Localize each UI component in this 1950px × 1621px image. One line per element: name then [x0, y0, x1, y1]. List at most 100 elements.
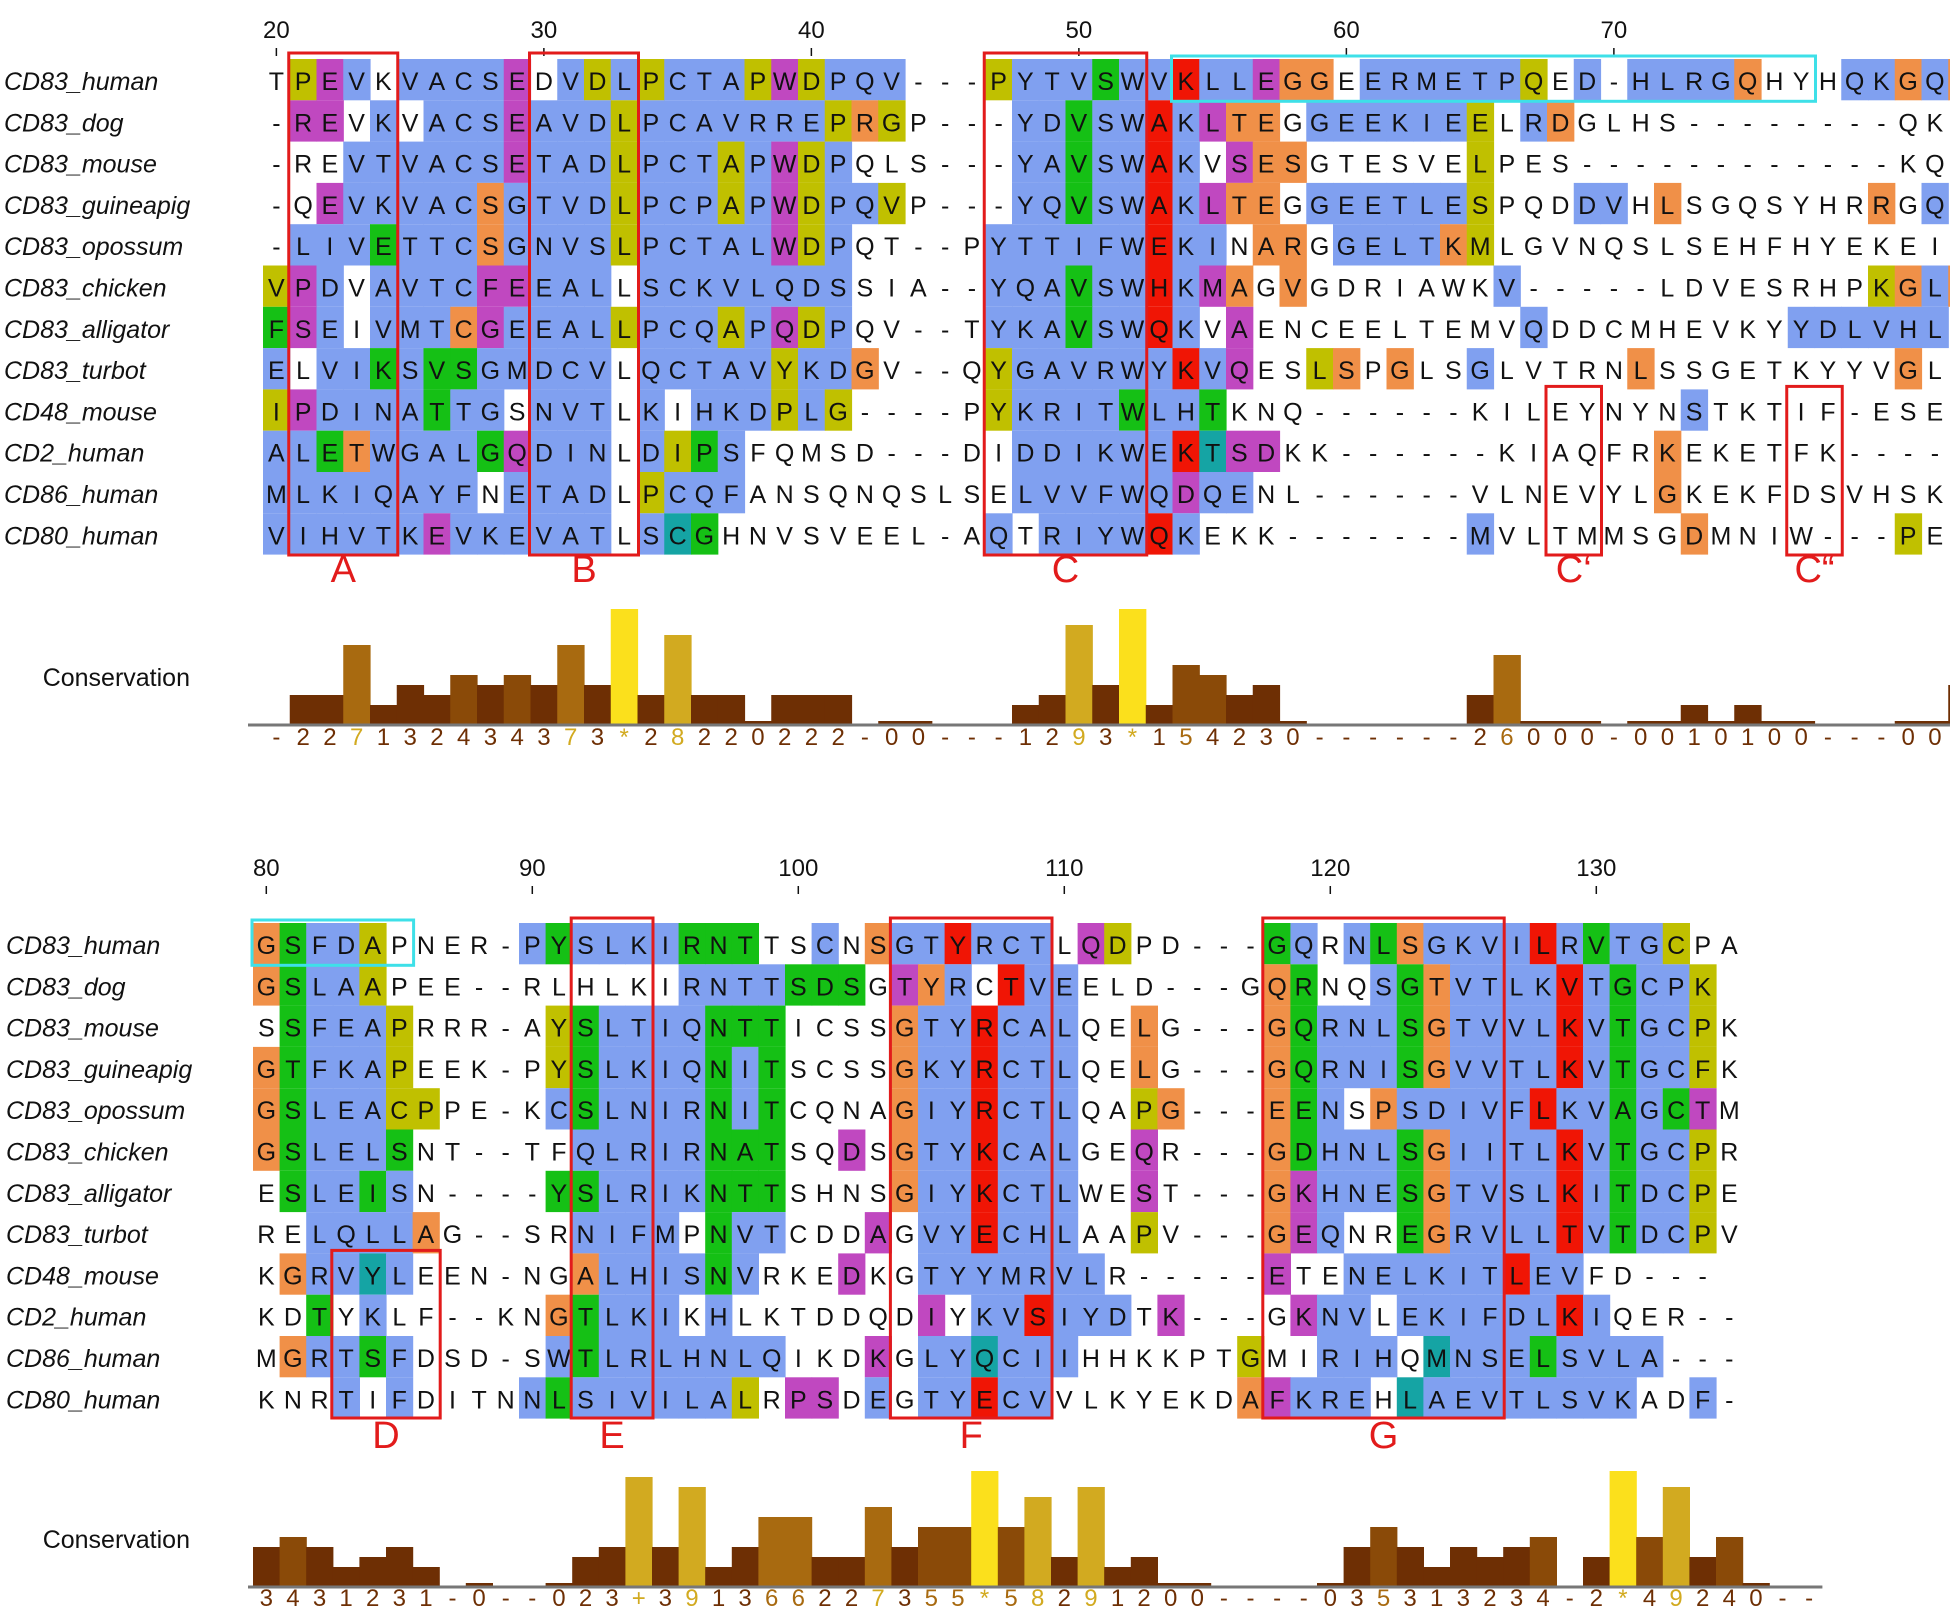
- conservation-score: 4: [286, 1585, 299, 1612]
- residue: Q: [682, 1056, 701, 1084]
- residue: A: [1151, 109, 1168, 137]
- residue: I: [300, 522, 307, 550]
- residue: A: [1258, 233, 1275, 261]
- conservation-score: *: [1128, 724, 1137, 751]
- residue-shading: [1573, 59, 1602, 101]
- residue: I: [609, 1386, 616, 1414]
- conservation-bar: [1450, 1547, 1478, 1587]
- residue: P: [830, 192, 847, 220]
- conservation-score: 6: [765, 1585, 778, 1612]
- residue: F: [269, 316, 284, 344]
- residue: K: [1178, 357, 1195, 385]
- residue-shading: [1104, 1294, 1132, 1336]
- residue: V: [268, 275, 285, 303]
- residue-shading: [477, 100, 505, 142]
- residue: T: [1296, 1262, 1311, 1290]
- residue-shading: [1556, 1170, 1584, 1213]
- residue: K: [1178, 440, 1195, 468]
- residue: Y: [1017, 68, 1034, 96]
- residue: S: [1392, 151, 1409, 179]
- residue: R: [776, 109, 794, 137]
- residue: G: [1427, 932, 1446, 960]
- residue: G: [1310, 68, 1329, 96]
- residue: -: [1725, 1386, 1733, 1414]
- sequence-name: CD80_human: [6, 1386, 160, 1414]
- residue: E: [338, 1139, 355, 1167]
- residue: Q: [1149, 522, 1168, 550]
- residue: Q: [1524, 316, 1543, 344]
- residue: T: [312, 1304, 327, 1332]
- residue: L: [1377, 1139, 1391, 1167]
- residue-shading: [691, 430, 719, 472]
- residue-shading: [1317, 1377, 1345, 1419]
- residue-shading: [891, 1170, 919, 1213]
- residue-shading: [503, 182, 532, 225]
- residue-shading: [971, 1212, 999, 1254]
- residue: S: [1686, 398, 1703, 426]
- residue-shading: [1051, 964, 1079, 1006]
- residue-shading: [1065, 472, 1093, 514]
- residue: V: [1204, 357, 1221, 385]
- residue-shading: [1689, 1088, 1717, 1130]
- residue-shading: [1038, 182, 1067, 225]
- residue-shading: [1948, 265, 1950, 307]
- residue: -: [1449, 440, 1457, 468]
- residue: L: [1206, 192, 1220, 220]
- residue: T: [269, 68, 284, 96]
- residue-shading: [1413, 59, 1441, 101]
- residue: E: [1056, 973, 1073, 1001]
- residue-shading: [1894, 265, 1923, 307]
- residue: R: [749, 109, 767, 137]
- residue: -: [1396, 481, 1404, 509]
- residue: -: [1850, 398, 1858, 426]
- residue-shading: [1503, 1212, 1531, 1254]
- residue-shading: [824, 141, 853, 183]
- residue: A: [750, 481, 767, 509]
- residue-shading: [1226, 182, 1254, 225]
- residue-shading: [503, 141, 532, 183]
- residue-shading: [1476, 964, 1504, 1006]
- residue: V: [1071, 192, 1088, 220]
- residue-shading: [652, 1212, 680, 1254]
- residue: Y: [950, 1097, 967, 1125]
- residue: L: [885, 151, 899, 179]
- residue: Q: [1925, 151, 1944, 179]
- residue: M: [1470, 316, 1491, 344]
- residue: Y: [1606, 481, 1623, 509]
- residue-shading: [731, 1212, 759, 1254]
- residue-shading: [572, 1212, 600, 1254]
- sequence-row: CD83_turbot R E L Q L L A G - - S R N I F M P N V T C D D A G V Y E C…: [6, 1212, 1738, 1254]
- residue: I: [662, 1097, 669, 1125]
- residue-shading: [824, 182, 853, 225]
- residue: Q: [1294, 932, 1313, 960]
- residue: S: [1097, 192, 1114, 220]
- residue: R: [1632, 440, 1650, 468]
- residue: I: [1075, 440, 1082, 468]
- residue-shading: [1199, 224, 1227, 266]
- residue: S: [482, 192, 499, 220]
- residue: D: [1578, 316, 1596, 344]
- conservation-score: 0: [1554, 724, 1567, 751]
- residue: G: [1640, 1015, 1659, 1043]
- conservation-score: 2: [778, 724, 791, 751]
- residue: G: [1267, 1015, 1286, 1043]
- residue-shading: [530, 430, 558, 472]
- residue: I: [995, 440, 1002, 468]
- residue-shading: [1583, 1129, 1611, 1171]
- conservation-bar: [332, 1567, 360, 1587]
- residue-shading: [1520, 100, 1548, 142]
- residue-shading: [1145, 348, 1174, 390]
- residue-shading: [824, 224, 853, 266]
- residue: -: [994, 192, 1002, 220]
- residue-shading: [1413, 224, 1441, 266]
- residue-shading: [717, 265, 746, 307]
- residue: H: [1632, 68, 1650, 96]
- residue-shading: [1529, 1129, 1557, 1171]
- residue: S: [577, 1180, 594, 1208]
- residue: R: [470, 1015, 488, 1043]
- residue: G: [1711, 68, 1730, 96]
- residue: K: [1311, 440, 1328, 468]
- ruler-label: 40: [798, 17, 825, 44]
- residue-shading: [1423, 1170, 1451, 1213]
- conservation-bar: [253, 1547, 281, 1587]
